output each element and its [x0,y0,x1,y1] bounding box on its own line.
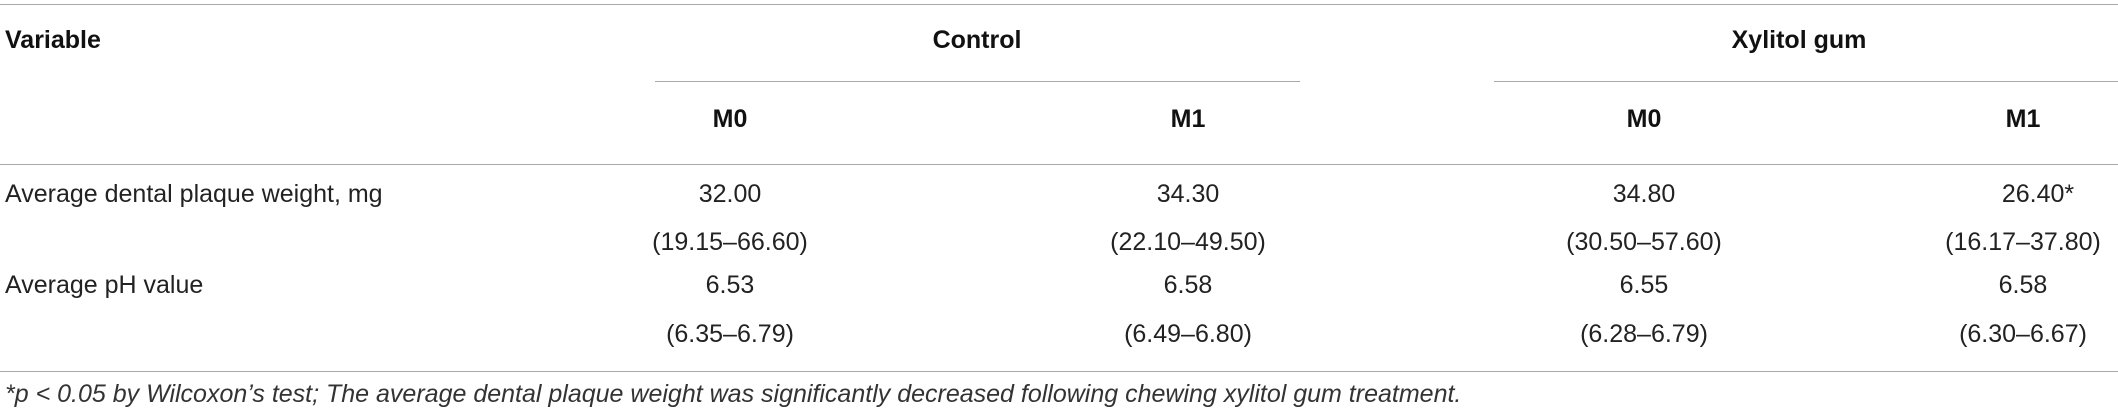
cell-range: (30.50–57.60) [1566,228,1722,256]
control-group-rule [655,81,1300,82]
cell-range: (6.49–6.80) [1124,320,1252,348]
cell-value: 34.80 [1612,180,1676,208]
cell-range: (6.30–6.67) [1959,320,2087,348]
row-label: Average dental plaque weight, mg [5,180,383,208]
cell-value: 32.00 [698,180,762,208]
table-bottom-rule [0,371,2118,372]
cell-value: 6.55 [1619,271,1669,299]
xylitol-group-rule [1494,81,2118,82]
control-m1-header: M1 [1170,105,1206,133]
cell-value: 34.30 [1156,180,1220,208]
top-rule [0,4,2118,5]
xylitol-m0-header: M0 [1626,105,1662,133]
xylitol-group-header: Xylitol gum [1731,26,1867,54]
cell-range: (6.28–6.79) [1580,320,1708,348]
header-bottom-rule [0,164,2118,165]
cell-value: 26.40* [2001,180,2075,208]
cell-range: (19.15–66.60) [652,228,808,256]
xylitol-m1-header: M1 [2005,105,2041,133]
cell-range: (22.10–49.50) [1110,228,1266,256]
row-label: Average pH value [5,271,204,299]
variable-header: Variable [5,26,101,54]
cell-value: 6.53 [705,271,755,299]
control-group-header: Control [932,26,1022,54]
control-m0-header: M0 [712,105,748,133]
table-footnote: *p < 0.05 by Wilcoxon’s test; The averag… [5,380,1462,408]
cell-range: (16.17–37.80) [1945,228,2101,256]
cell-value: 6.58 [1163,271,1213,299]
cell-value: 6.58 [1998,271,2048,299]
cell-range: (6.35–6.79) [666,320,794,348]
